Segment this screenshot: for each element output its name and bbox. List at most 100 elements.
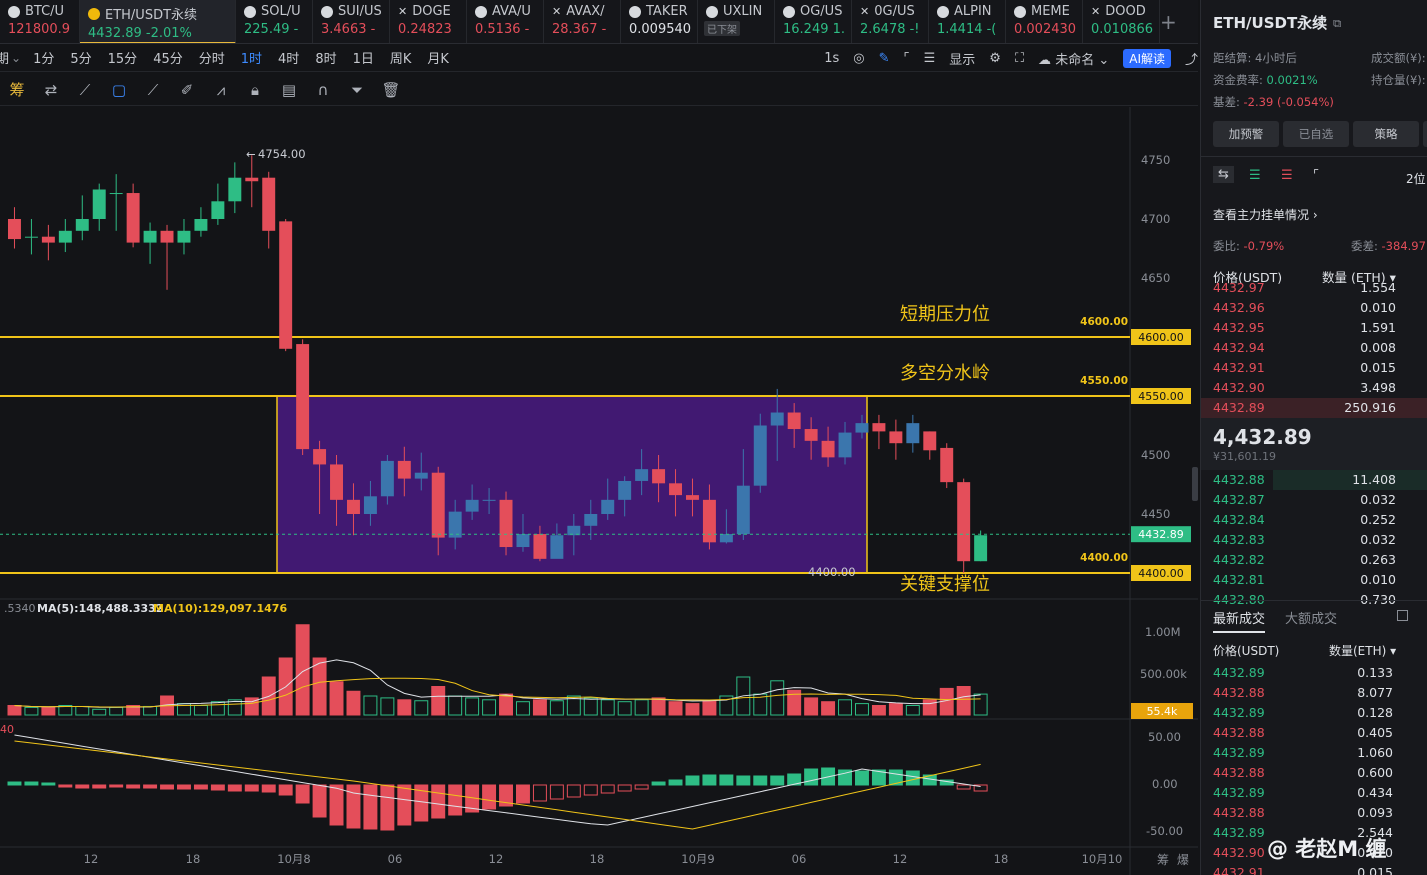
sync-icon[interactable]: ⇄ (44, 80, 58, 99)
macd-bar (804, 768, 819, 786)
interval-1[interactable]: 1分 (33, 52, 55, 67)
pen-icon[interactable]: ✎ (878, 50, 890, 66)
share-icon[interactable]: ⤴ (1184, 52, 1198, 68)
filter-checkbox[interactable] (1397, 610, 1408, 621)
bid-row[interactable]: 4432.83 0.032 (1213, 530, 1408, 550)
orderbook-bids-icon[interactable]: ☰ (1249, 168, 1261, 183)
qty-header[interactable]: 数量 (ETH) ▾ (1322, 270, 1396, 285)
bid-row[interactable]: 4432.88 11.408 (1213, 470, 1427, 490)
ticker-tab[interactable]: BTC/U 121800.9 (0, 0, 80, 43)
add-alert-button[interactable]: 加预警 (1213, 121, 1279, 147)
interval-7[interactable]: 4时 (278, 52, 300, 67)
interval-2[interactable]: 5分 (70, 52, 92, 67)
candlestick-chart[interactable]: 475047004650460045504500445044004600.00短… (0, 107, 1198, 875)
note-icon[interactable]: ▤ (281, 80, 297, 99)
more-button[interactable] (1423, 121, 1427, 147)
copy-icon[interactable]: ⧉ (1333, 16, 1342, 30)
add-ticker-icon[interactable]: + (1160, 10, 1177, 34)
trade-qty: 0.133 (1357, 665, 1393, 680)
interval-11[interactable]: 月K (427, 52, 449, 67)
ask-row[interactable]: 4432.96 0.010 (1213, 298, 1408, 318)
ticker-tab[interactable]: TAKER 0.009540 (621, 0, 698, 43)
volume-bar (871, 705, 886, 716)
ask-row[interactable]: 4432.94 0.008 (1213, 338, 1408, 358)
ticker-tab[interactable]: SUI/US 3.4663 - (313, 0, 390, 43)
macd-bar (549, 784, 564, 800)
bid-row[interactable]: 4432.82 0.263 (1213, 550, 1408, 570)
bid-row[interactable]: 4432.87 0.032 (1213, 490, 1408, 510)
interval-4[interactable]: 45分 (153, 52, 183, 67)
interval-9[interactable]: 1日 (352, 52, 374, 67)
bid-row[interactable]: 4432.80 0.730 (1213, 590, 1408, 610)
ticker-tab[interactable]: ✕ AVAX/28.367 - (544, 0, 621, 43)
mid-price-cny: ¥31,601.19 (1213, 450, 1276, 463)
ticker-tab[interactable]: ALPIN 1.4414 -( (929, 0, 1006, 43)
bid-row[interactable]: 4432.81 0.010 (1213, 570, 1408, 590)
ticker-tab[interactable]: OG/US 16.249 1. (775, 0, 852, 43)
settings-icon[interactable]: ⚙ (989, 50, 1001, 66)
interval-8[interactable]: 8时 (315, 52, 337, 67)
bid-row[interactable]: 4432.84 0.252 (1213, 510, 1408, 530)
ticker-tab[interactable]: ✕ 0G/US 2.6478 -! (852, 0, 929, 43)
trade-qty-header[interactable]: 数量(ETH) ▾ (1329, 644, 1397, 658)
ticker-tab[interactable]: UXLIN 已下架 (698, 0, 775, 43)
trash-icon[interactable]: 🗑︎ (381, 80, 401, 99)
ask-row[interactable]: 4432.95 1.591 (1213, 318, 1408, 338)
interval-5[interactable]: 分时 (198, 52, 225, 67)
watchlist-button[interactable]: 已自选 (1283, 121, 1349, 147)
orderbook-expand-icon[interactable]: ⌜ (1313, 168, 1320, 183)
strategy-button[interactable]: 策略 (1353, 121, 1419, 147)
layout-select[interactable]: ☁ 未命名 ⌄ (1038, 52, 1110, 68)
ticker-tab[interactable]: ✕ DOGE 0.24823 (390, 0, 467, 43)
depth-select[interactable]: 2位 (1406, 172, 1426, 186)
ticker-tab[interactable]: AVA/U 0.5136 - (467, 0, 544, 43)
interval-0[interactable]: 期 (0, 52, 10, 67)
ask-row[interactable]: 4432.91 0.015 (1213, 358, 1408, 378)
tab-latest-trades[interactable]: 最新成交 (1213, 608, 1266, 633)
measure-icon[interactable]: ⟋ (79, 80, 91, 99)
macd-bar (177, 784, 191, 790)
ticker-tab[interactable]: SOL/U 225.49 - (236, 0, 313, 43)
ask-row[interactable]: 4432.89 250.916 (1201, 398, 1427, 418)
ask-row[interactable]: 4432.97 1.554 (1213, 278, 1408, 298)
orderbook-both-icon[interactable]: ⇆ (1213, 166, 1234, 183)
magnet-icon[interactable]: ∩ (317, 80, 329, 99)
interval-10[interactable]: 周K (389, 52, 412, 67)
list-icon[interactable]: ☰ (923, 50, 936, 66)
macd-bar (516, 784, 530, 804)
qty-header-text: 数量 (ETH) (1322, 270, 1386, 285)
ticker-symbol: UXLIN (723, 4, 763, 19)
volume-bar (770, 680, 785, 716)
whale-orders-link[interactable]: 查看主力挂单情况 › (1213, 208, 1318, 222)
ticker-tab[interactable]: MEME 0.002430 (1006, 0, 1083, 43)
candle-body (92, 189, 106, 219)
ticker-tab[interactable]: ✕ DOOD 0.010866 (1083, 0, 1160, 43)
uxlin-icon (706, 5, 718, 18)
display-button[interactable]: 显示 (949, 52, 976, 68)
candle-body (194, 219, 208, 231)
line-icon[interactable]: ⟋ (147, 80, 159, 99)
tab-large-trades[interactable]: 大额成交 (1285, 612, 1338, 627)
brush-icon[interactable]: ✐ (180, 80, 194, 99)
arrow-icon: ← (246, 147, 256, 161)
lock-icon[interactable]: 🔒︎ (251, 80, 259, 99)
pattern-icon[interactable]: ⩘ (216, 80, 226, 99)
fullscreen-icon[interactable]: ⛶ (1014, 50, 1025, 66)
seconds-button[interactable]: 1s (824, 50, 840, 66)
crop-icon[interactable]: ⌜ (903, 50, 910, 66)
interval-3[interactable]: 15分 (107, 52, 138, 67)
macd-bar (244, 784, 259, 792)
macd-bar (871, 769, 886, 786)
ticker-symbol: TAKER (646, 4, 688, 19)
filter-icon[interactable]: ⏷ (350, 80, 363, 99)
chevron-down-icon[interactable]: ⌄ (11, 50, 22, 65)
ask-row[interactable]: 4432.90 3.498 (1213, 378, 1408, 398)
chip-icon[interactable]: 筹 (9, 81, 25, 99)
interval-6[interactable]: 1时 (240, 52, 263, 67)
orderbook-asks-icon[interactable]: ☰ (1281, 168, 1293, 183)
camera-icon[interactable]: ◎ (853, 50, 865, 66)
ticker-tab[interactable]: ETH/USDT永续 4432.89 -2.01% (80, 0, 236, 43)
select-icon[interactable]: ▢ (111, 80, 127, 99)
ai-analysis-button[interactable]: AI解读 (1123, 48, 1171, 68)
macd-bar (973, 784, 988, 792)
